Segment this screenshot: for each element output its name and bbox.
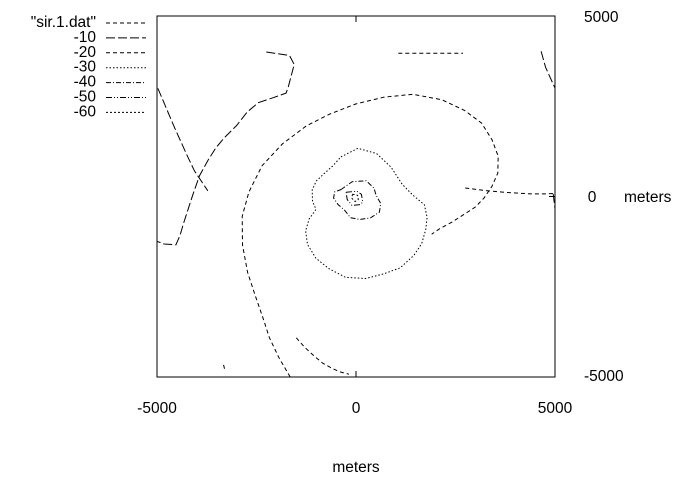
y-tick-label: 5000	[584, 9, 619, 26]
y-axis-label-prefix: 0	[588, 189, 597, 206]
legend-label: -20	[74, 44, 97, 61]
legend-title: "sir.1.dat"	[31, 14, 96, 31]
tick-labels: -5000 0 5000 5000 -5000	[137, 9, 624, 417]
x-tick-label: 0	[352, 400, 361, 417]
legend-label: -10	[74, 29, 97, 46]
contour-line	[540, 51, 556, 89]
contour-series--60	[351, 193, 359, 203]
legend-label: -50	[74, 89, 97, 106]
contour-series--50	[345, 190, 364, 206]
contour-line	[552, 193, 556, 209]
contour-series--20	[222, 52, 556, 378]
y-axis-label: meters	[624, 189, 672, 206]
axis-ticks	[156, 15, 556, 378]
contour-line	[222, 362, 225, 369]
contour-series--30	[305, 147, 428, 280]
y-tick-label: -5000	[584, 368, 624, 385]
contour-series--40	[333, 180, 382, 221]
x-axis-label: meters	[332, 459, 380, 476]
legend-label: -40	[74, 74, 97, 91]
x-tick-label: 5000	[538, 400, 573, 417]
contour-line	[157, 88, 209, 192]
plot-frame	[156, 15, 556, 378]
legend: "sir.1.dat"-10-20-30-40-50-60	[31, 14, 146, 120]
legend-label: -60	[74, 103, 97, 120]
contour-line	[345, 190, 364, 206]
contour-line	[351, 193, 359, 203]
x-tick-label: -5000	[137, 400, 177, 417]
contour-lines	[156, 51, 556, 378]
contour-line	[241, 93, 499, 378]
contour-series--10	[156, 51, 556, 246]
contour-line	[156, 51, 295, 246]
contour-line	[295, 337, 350, 375]
contour-line	[333, 180, 382, 221]
contour-line	[305, 147, 428, 280]
contour-line	[465, 187, 556, 195]
legend-label: -30	[74, 59, 97, 76]
